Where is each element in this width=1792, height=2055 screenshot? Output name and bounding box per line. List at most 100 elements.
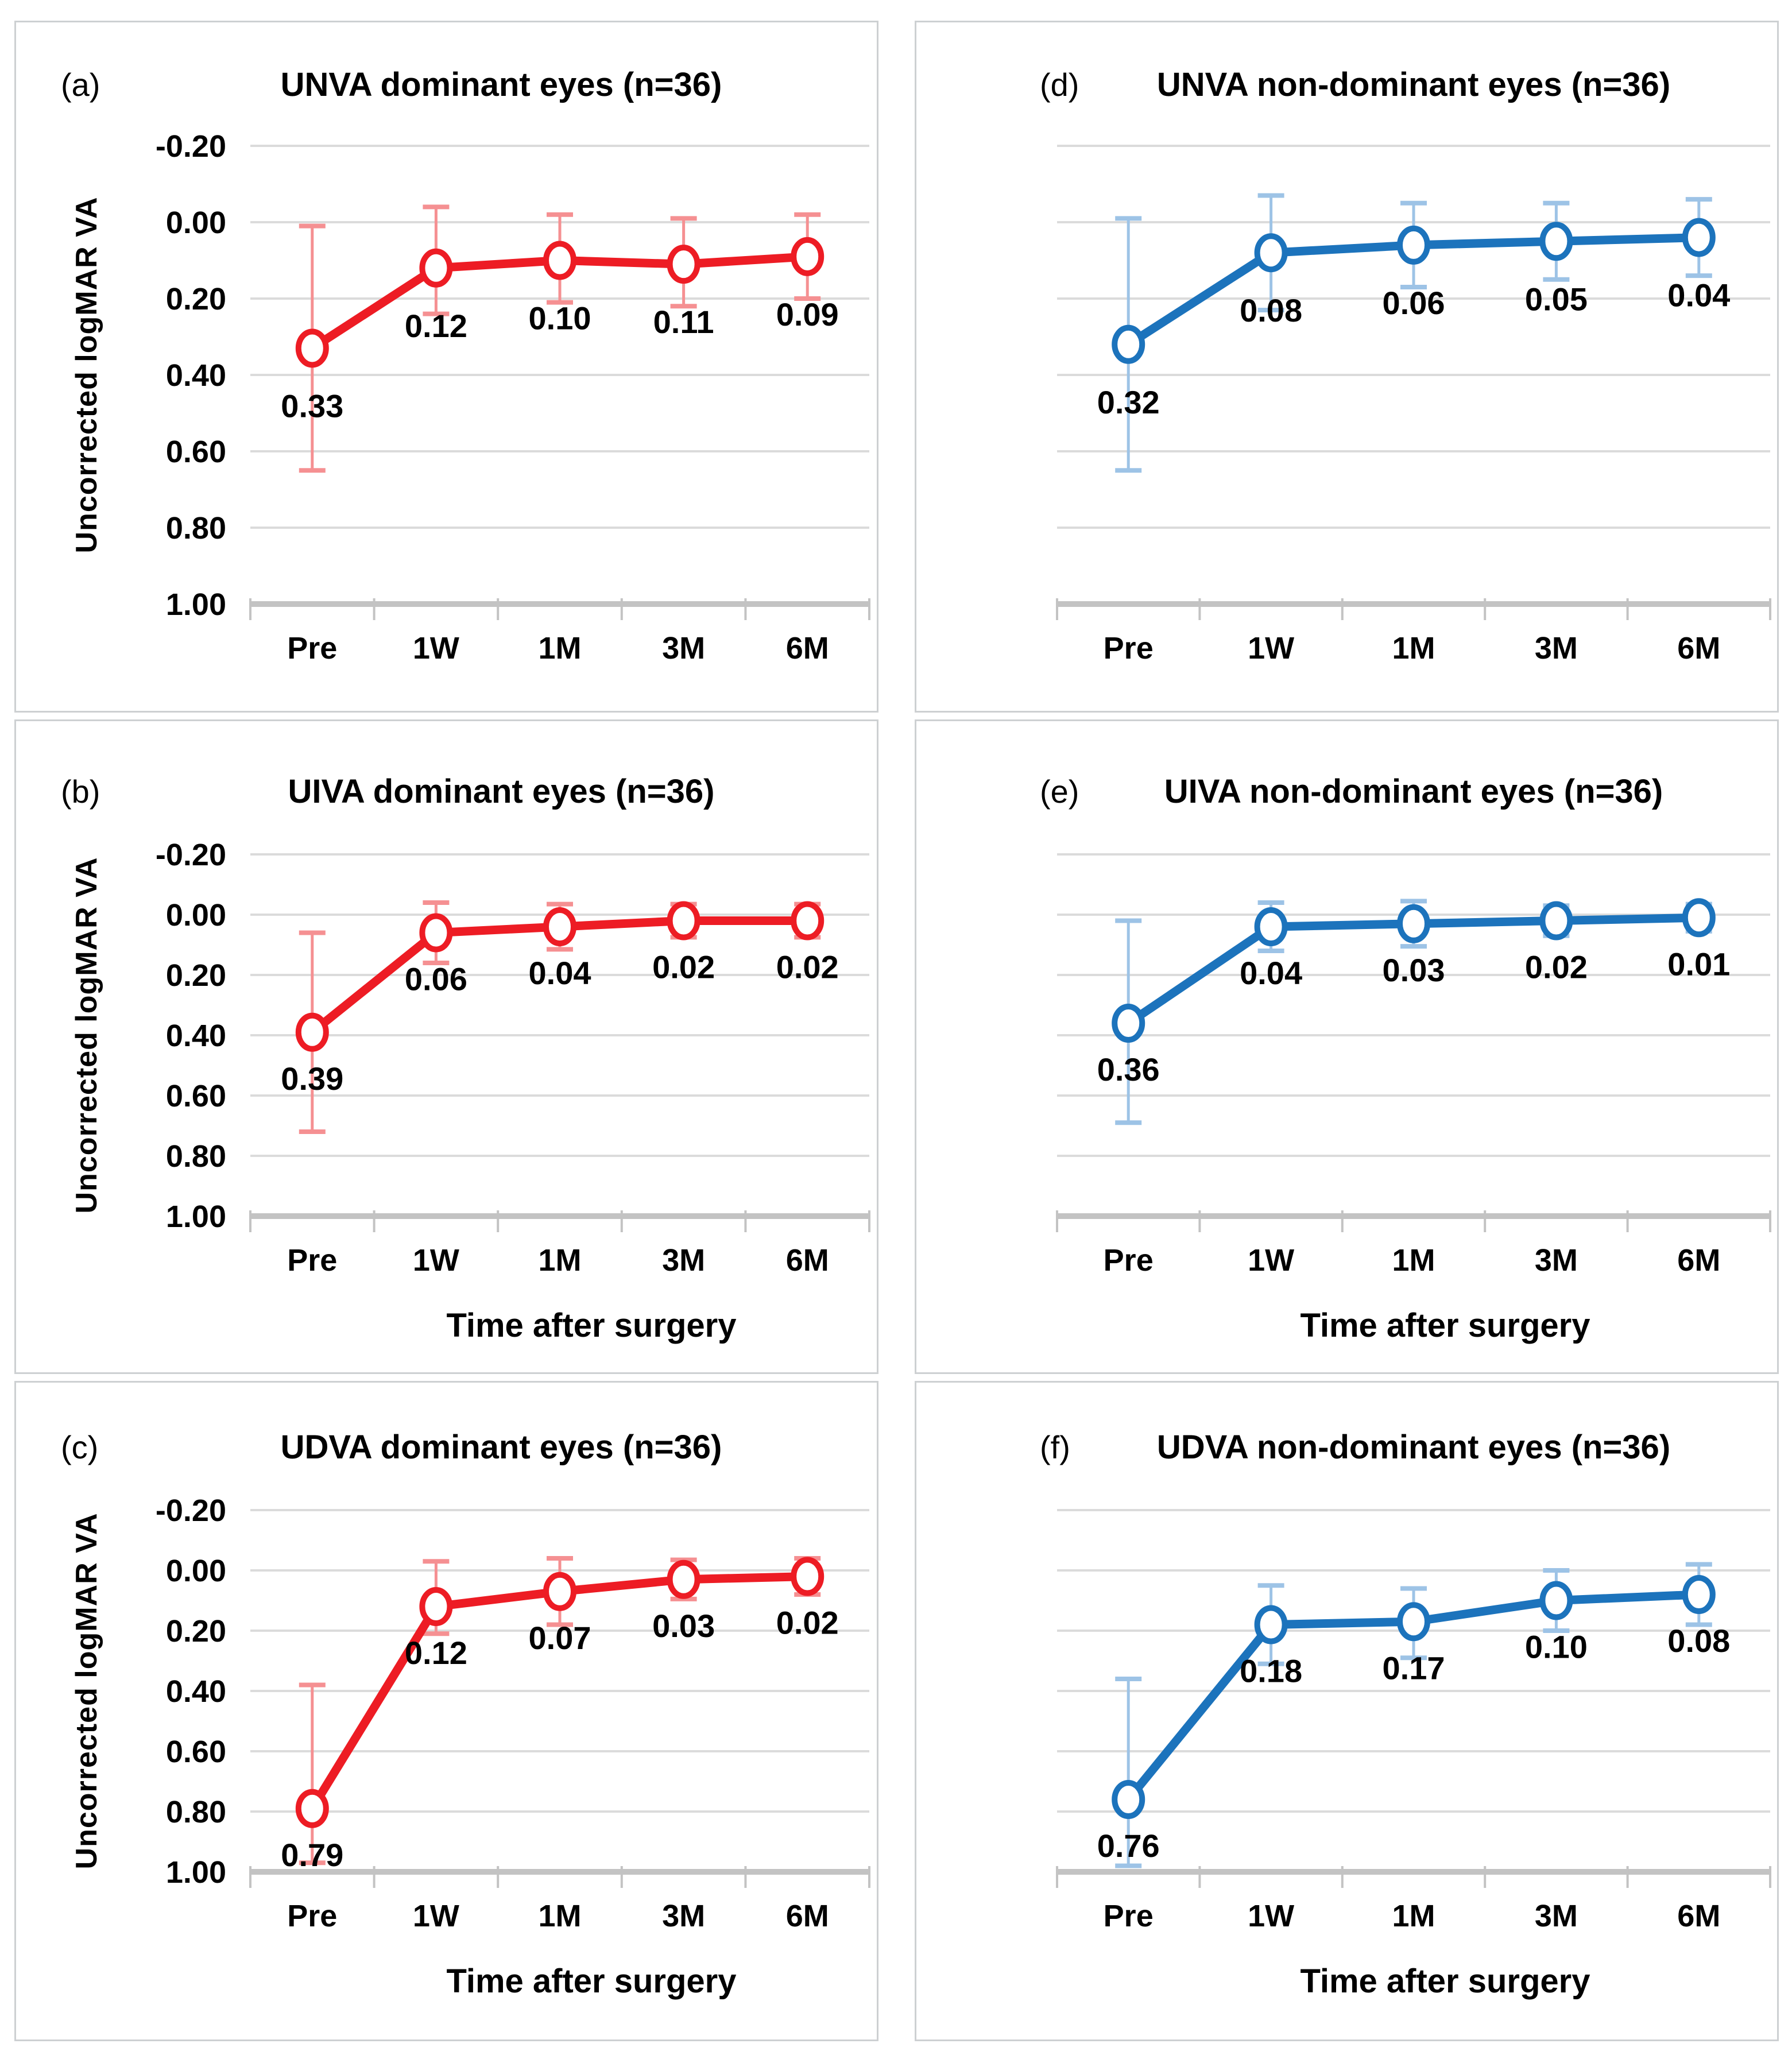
data-label: 0.06 (1383, 285, 1445, 321)
x-axis-tick-labels: Pre 1W 1M 3M 6M (287, 631, 829, 665)
chart-a: -0.20 0.00 0.20 0.40 0.60 0.80 1.00 Uncorrected… (61, 66, 870, 665)
data-point-markers (1112, 218, 1716, 364)
x-axis-tick-labels: Pre 1W 1M 3M 6M (1104, 1899, 1721, 1933)
data-point-markers (295, 901, 825, 1052)
x-tick-label: Pre (287, 1243, 337, 1278)
data-point-marker (667, 1559, 700, 1599)
data-label: 0.02 (652, 949, 715, 985)
panel-letter: (a) (61, 67, 100, 103)
x-axis-tick-labels: Pre 1W 1M 3M 6M (1104, 631, 1721, 665)
data-point-marker (543, 907, 576, 946)
x-tick-label: 3M (1535, 631, 1578, 665)
panel-letter: (e) (1040, 773, 1079, 810)
x-tick-label: 1M (538, 1899, 581, 1933)
data-label: 0.11 (653, 304, 714, 340)
data-labels: 0.36 0.04 0.03 0.02 0.01 (1097, 946, 1731, 1088)
data-point-marker (1397, 225, 1430, 265)
data-point-marker (1539, 222, 1573, 261)
y-tick-label: 1.00 (166, 587, 226, 622)
data-point-marker (1254, 1605, 1288, 1644)
data-point-marker (419, 913, 453, 953)
data-label: 0.03 (652, 1608, 715, 1644)
chart-c: -0.20 0.00 0.20 0.40 0.60 0.80 1.00 Uncorrected… (61, 1429, 870, 2000)
data-point-marker (295, 1789, 329, 1828)
data-label: 0.04 (1240, 955, 1302, 991)
chart-title: UNVA dominant eyes (n=36) (281, 66, 722, 103)
x-tick-label: Pre (1104, 1243, 1154, 1278)
x-axis-line (250, 601, 869, 607)
data-point-marker (295, 328, 329, 368)
chart-b: -0.20 0.00 0.20 0.40 0.60 0.80 1.00 Uncorrected… (61, 773, 870, 1344)
x-axis-line (1057, 1869, 1770, 1875)
error-bars (1115, 193, 1712, 473)
x-tick-label: 1W (413, 1899, 459, 1933)
data-label: 0.33 (281, 388, 343, 424)
y-tick-label: 0.00 (166, 206, 226, 240)
y-axis-tick-labels: -0.20 0.00 0.20 0.40 0.60 0.80 1.00 (156, 1493, 226, 1890)
data-labels: 0.32 0.08 0.06 0.05 0.04 (1097, 277, 1731, 420)
x-tick-label: Pre (287, 1899, 337, 1933)
data-label: 0.02 (1525, 949, 1588, 985)
panel-d: (d) UNVA non-dominant eyes (n=36) Pre 1W 1M 3… (915, 21, 1779, 713)
data-point-marker (295, 1012, 329, 1052)
data-point-marker (1397, 904, 1430, 943)
y-tick-label: 0.20 (166, 282, 226, 316)
x-tick-label: 6M (1677, 631, 1720, 665)
data-labels: 0.39 0.06 0.04 0.02 0.02 (281, 949, 838, 1097)
data-label: 0.10 (1525, 1629, 1588, 1665)
chart-e: (e) UIVA non-dominant eyes (n=36) Pre 1W 1M 3… (1040, 773, 1771, 1344)
y-tick-label: 0.00 (166, 1554, 226, 1588)
data-point-marker (1682, 1575, 1716, 1614)
y-axis-tick-labels: -0.20 0.00 0.20 0.40 0.60 0.80 1.00 (156, 838, 226, 1234)
x-tick-label: 3M (662, 1243, 705, 1278)
panel-b: -0.20 0.00 0.20 0.40 0.60 0.80 1.00 Uncorrected… (14, 719, 878, 1374)
data-point-marker (667, 901, 700, 941)
data-label: 0.01 (1667, 946, 1730, 982)
gridlines (250, 145, 869, 529)
y-tick-label: 0.80 (166, 1139, 226, 1174)
y-tick-label: 0.40 (166, 1674, 226, 1709)
data-point-markers (1112, 1575, 1716, 1819)
x-axis-ticks (1056, 1210, 1771, 1232)
data-labels: 0.79 0.12 0.07 0.03 0.02 (281, 1605, 838, 1873)
y-tick-label: 0.40 (166, 358, 226, 393)
x-axis-title: Time after surgery (1300, 1307, 1590, 1344)
y-tick-label: 0.80 (166, 1795, 226, 1829)
x-axis-line (1057, 601, 1770, 607)
x-axis-ticks (249, 1866, 870, 1888)
data-point-marker (1539, 1581, 1573, 1620)
panel-letter: (d) (1040, 67, 1079, 103)
data-point-marker (1682, 218, 1716, 257)
x-axis-line (250, 1869, 869, 1875)
data-point-marker (791, 1557, 825, 1596)
x-tick-label: 1M (538, 1243, 581, 1278)
x-axis-title: Time after surgery (446, 1307, 736, 1344)
data-label: 0.07 (529, 1620, 591, 1656)
data-label: 0.08 (1667, 1623, 1730, 1659)
x-axis-tick-labels: Pre 1W 1M 3M 6M (287, 1899, 829, 1933)
y-tick-label: 0.60 (166, 1735, 226, 1769)
data-label: 0.79 (281, 1837, 343, 1873)
panel-f: (f) UDVA non-dominant eyes (n=36) Pre 1W 1M 3… (915, 1381, 1779, 2041)
x-tick-label: 1W (413, 631, 459, 665)
x-tick-label: 6M (786, 631, 829, 665)
x-tick-label: 1W (1248, 631, 1294, 665)
data-label: 0.18 (1240, 1653, 1302, 1689)
data-label: 0.76 (1097, 1828, 1160, 1864)
panel-letter: (f) (1040, 1429, 1070, 1465)
data-point-marker (1254, 907, 1288, 946)
y-axis-title: Uncorrected logMAR VA (70, 197, 103, 554)
x-tick-label: 1M (538, 631, 581, 665)
x-axis-line (250, 1213, 869, 1219)
data-point-marker (419, 248, 453, 288)
data-label: 0.12 (405, 308, 467, 344)
data-label: 0.02 (776, 1605, 839, 1641)
data-label: 0.09 (776, 296, 839, 332)
x-axis-ticks (249, 1210, 870, 1232)
y-tick-label: -0.20 (156, 838, 226, 872)
y-tick-label: -0.20 (156, 129, 226, 164)
x-tick-label: 1M (1392, 1243, 1435, 1278)
data-label: 0.03 (1383, 952, 1445, 988)
x-axis-title: Time after surgery (1300, 1963, 1590, 2000)
y-tick-label: 1.00 (166, 1855, 226, 1890)
